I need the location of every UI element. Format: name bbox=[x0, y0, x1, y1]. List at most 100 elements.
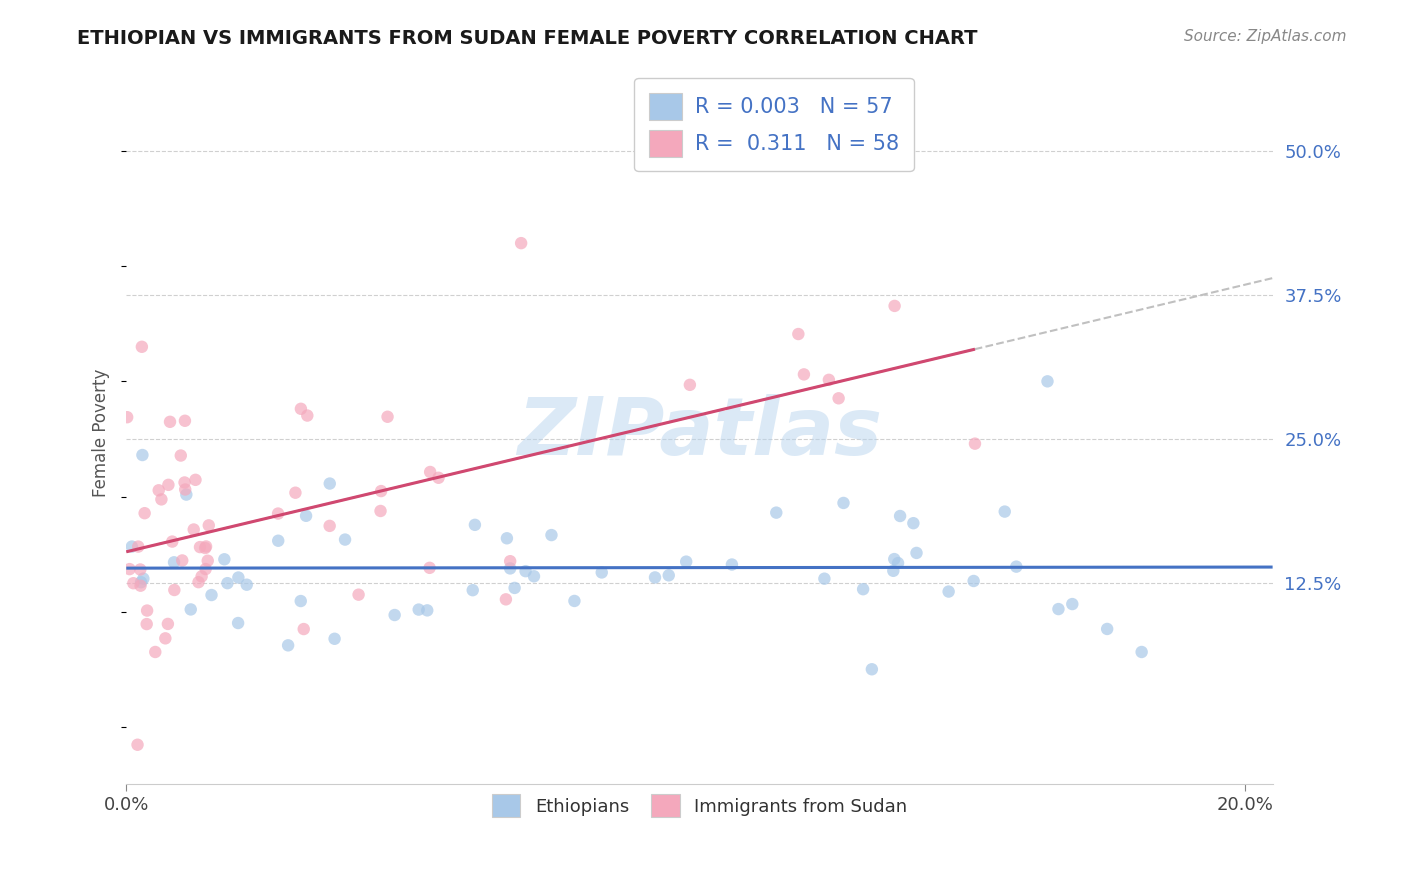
Point bbox=[217, 576, 239, 591]
Point bbox=[591, 566, 613, 580]
Point bbox=[163, 582, 186, 597]
Point bbox=[163, 555, 186, 569]
Point bbox=[370, 504, 392, 518]
Point bbox=[129, 579, 152, 593]
Point bbox=[503, 581, 526, 595]
Legend: Ethiopians, Immigrants from Sudan: Ethiopians, Immigrants from Sudan bbox=[485, 787, 914, 824]
Point bbox=[174, 414, 197, 428]
Point bbox=[284, 485, 307, 500]
Point bbox=[495, 592, 517, 607]
Point bbox=[793, 368, 815, 382]
Point bbox=[118, 562, 141, 576]
Point bbox=[295, 508, 318, 523]
Point bbox=[1130, 645, 1153, 659]
Point bbox=[905, 546, 928, 560]
Point bbox=[129, 575, 152, 590]
Point bbox=[134, 506, 156, 520]
Point bbox=[427, 471, 450, 485]
Point bbox=[523, 569, 546, 583]
Point bbox=[194, 562, 217, 576]
Point bbox=[416, 603, 439, 617]
Point bbox=[187, 575, 209, 590]
Point bbox=[194, 541, 217, 555]
Point bbox=[515, 564, 537, 578]
Point bbox=[121, 540, 143, 554]
Point bbox=[323, 632, 346, 646]
Point bbox=[277, 638, 299, 652]
Point bbox=[1095, 622, 1118, 636]
Point bbox=[510, 236, 533, 251]
Point bbox=[852, 582, 875, 597]
Point bbox=[157, 478, 180, 492]
Point bbox=[370, 484, 392, 499]
Point bbox=[721, 558, 744, 572]
Point bbox=[818, 373, 841, 387]
Point bbox=[813, 572, 835, 586]
Point bbox=[197, 518, 219, 533]
Point bbox=[131, 340, 153, 354]
Point bbox=[129, 562, 152, 576]
Point bbox=[384, 607, 406, 622]
Point bbox=[319, 476, 342, 491]
Point bbox=[658, 568, 681, 582]
Point bbox=[883, 299, 905, 313]
Point bbox=[267, 507, 290, 521]
Point bbox=[150, 492, 173, 507]
Text: Source: ZipAtlas.com: Source: ZipAtlas.com bbox=[1184, 29, 1347, 44]
Point bbox=[135, 617, 157, 632]
Point bbox=[226, 615, 249, 630]
Point bbox=[148, 483, 170, 498]
Point bbox=[174, 483, 197, 497]
Point bbox=[860, 662, 883, 676]
Point bbox=[679, 377, 702, 392]
Point bbox=[290, 594, 312, 608]
Point bbox=[419, 561, 441, 575]
Text: ZIPatlas: ZIPatlas bbox=[517, 394, 882, 472]
Point bbox=[190, 569, 212, 583]
Point bbox=[132, 572, 155, 586]
Point bbox=[131, 448, 153, 462]
Point bbox=[183, 523, 205, 537]
Point bbox=[540, 528, 562, 542]
Point bbox=[122, 576, 145, 591]
Point bbox=[1062, 597, 1084, 611]
Point bbox=[156, 616, 179, 631]
Point bbox=[127, 540, 149, 554]
Point bbox=[267, 533, 290, 548]
Point bbox=[994, 505, 1017, 519]
Point bbox=[499, 554, 522, 568]
Point bbox=[887, 556, 910, 570]
Point bbox=[827, 392, 849, 406]
Point bbox=[419, 465, 441, 479]
Point bbox=[496, 531, 519, 545]
Point bbox=[787, 326, 810, 341]
Point bbox=[564, 594, 586, 608]
Point bbox=[889, 508, 911, 523]
Point bbox=[903, 516, 925, 531]
Point bbox=[832, 496, 855, 510]
Point bbox=[127, 738, 149, 752]
Point bbox=[143, 645, 166, 659]
Point bbox=[228, 570, 250, 584]
Point bbox=[962, 574, 984, 588]
Point bbox=[214, 552, 236, 566]
Point bbox=[333, 533, 356, 547]
Point bbox=[173, 475, 195, 490]
Point bbox=[297, 409, 319, 423]
Point bbox=[675, 555, 697, 569]
Point bbox=[115, 410, 138, 425]
Point bbox=[882, 564, 904, 578]
Point bbox=[155, 632, 177, 646]
Point bbox=[292, 622, 315, 636]
Point bbox=[499, 561, 522, 575]
Point bbox=[195, 540, 218, 554]
Point bbox=[159, 415, 181, 429]
Point bbox=[172, 553, 194, 567]
Point bbox=[883, 552, 905, 566]
Point bbox=[464, 517, 486, 532]
Point bbox=[963, 436, 986, 450]
Point bbox=[170, 449, 193, 463]
Point bbox=[318, 519, 340, 533]
Point bbox=[290, 401, 312, 416]
Point bbox=[176, 487, 198, 501]
